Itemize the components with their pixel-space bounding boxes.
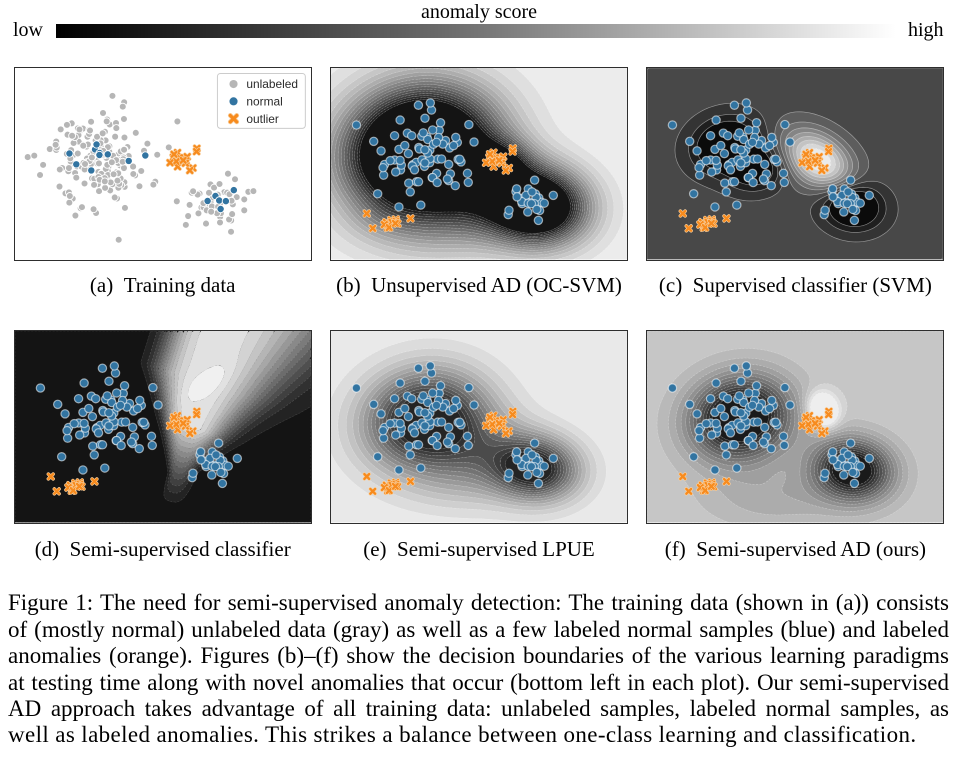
svg-text:unlabeled: unlabeled [246,77,298,91]
svg-text:outlier: outlier [246,112,278,126]
svg-text:normal: normal [246,95,282,109]
